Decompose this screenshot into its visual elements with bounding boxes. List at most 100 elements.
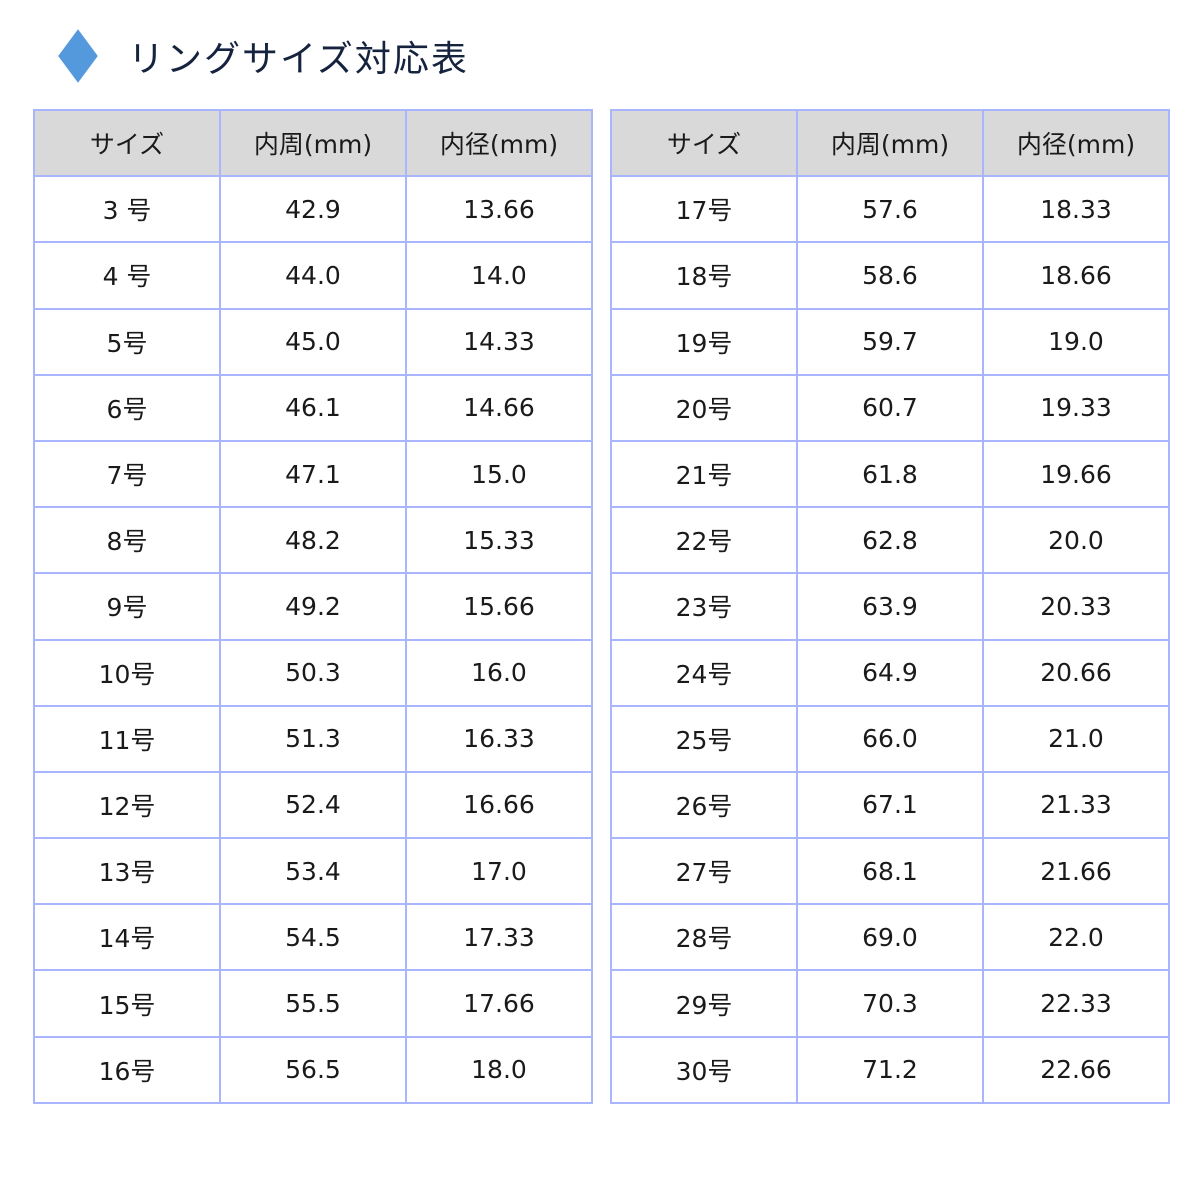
table-row: 10号 50.3 16.0	[33, 638, 593, 707]
table-row: 26号 67.1 21.33	[610, 770, 1170, 840]
size-cell: 24号	[610, 638, 798, 707]
diameter-cell: 16.0	[405, 638, 593, 707]
diameter-cell: 17.0	[405, 837, 593, 906]
circumference-cell: 60.7	[796, 373, 984, 442]
table-row: 22号 62.8 20.0	[610, 506, 1170, 575]
circumference-cell: 64.9	[796, 638, 984, 707]
diameter-cell: 16.33	[405, 704, 593, 773]
table-row: 23号 63.9 20.33	[610, 572, 1170, 641]
size-cell: 6号	[33, 373, 221, 442]
table-row: 3 号 42.9 13.66	[33, 175, 593, 244]
column-header: 内径(mm)	[405, 108, 593, 178]
table-row: 5号 45.0 14.33	[33, 307, 593, 376]
circumference-cell: 47.1	[219, 439, 407, 509]
diameter-cell: 17.66	[405, 969, 593, 1038]
table-row: 17号 57.6 18.33	[610, 175, 1170, 244]
size-cell: 12号	[33, 770, 221, 840]
diameter-cell: 17.33	[405, 903, 593, 972]
circumference-cell: 58.6	[796, 241, 984, 310]
size-cell: 29号	[610, 969, 798, 1038]
diameter-cell: 19.66	[982, 439, 1170, 509]
circumference-cell: 61.8	[796, 439, 984, 509]
diameter-cell: 14.66	[405, 373, 593, 442]
diameter-cell: 20.33	[982, 572, 1170, 641]
size-cell: 26号	[610, 770, 798, 840]
column-header: 内周(mm)	[219, 108, 407, 178]
table-row: 27号 68.1 21.66	[610, 837, 1170, 906]
diameter-cell: 21.33	[982, 770, 1170, 840]
diameter-cell: 22.33	[982, 969, 1170, 1038]
diameter-cell: 14.33	[405, 307, 593, 376]
ring-size-table-left: サイズ 内周(mm) 内径(mm) 3 号 42.9 13.66 4 号 44.0 14.0 5号…	[33, 108, 593, 1104]
circumference-cell: 67.1	[796, 770, 984, 840]
diameter-cell: 21.66	[982, 837, 1170, 906]
circumference-cell: 56.5	[219, 1035, 407, 1104]
table-row: 21号 61.8 19.66	[610, 439, 1170, 509]
size-cell: 23号	[610, 572, 798, 641]
diameter-cell: 15.66	[405, 572, 593, 641]
size-cell: 19号	[610, 307, 798, 376]
diameter-cell: 20.0	[982, 506, 1170, 575]
table-row: 20号 60.7 19.33	[610, 373, 1170, 442]
diameter-cell: 18.0	[405, 1035, 593, 1104]
circumference-cell: 66.0	[796, 704, 984, 773]
size-cell: 9号	[33, 572, 221, 641]
table-row: 8号 48.2 15.33	[33, 506, 593, 575]
diameter-cell: 19.33	[982, 373, 1170, 442]
size-cell: 22号	[610, 506, 798, 575]
diameter-cell: 22.66	[982, 1035, 1170, 1104]
size-cell: 17号	[610, 175, 798, 244]
circumference-cell: 42.9	[219, 175, 407, 244]
table-row: 24号 64.9 20.66	[610, 638, 1170, 707]
column-header: 内周(mm)	[796, 108, 984, 178]
table-row: 15号 55.5 17.66	[33, 969, 593, 1038]
size-cell: 8号	[33, 506, 221, 575]
header-row: サイズ 内周(mm) 内径(mm)	[610, 108, 1170, 178]
table-row: 30号 71.2 22.66	[610, 1035, 1170, 1104]
size-cell: 15号	[33, 969, 221, 1038]
diameter-cell: 15.33	[405, 506, 593, 575]
size-cell: 11号	[33, 704, 221, 773]
diameter-cell: 13.66	[405, 175, 593, 244]
page-heading: リングサイズ対応表	[58, 28, 469, 84]
table-row: 28号 69.0 22.0	[610, 903, 1170, 972]
table-row: 19号 59.7 19.0	[610, 307, 1170, 376]
circumference-cell: 68.1	[796, 837, 984, 906]
circumference-cell: 70.3	[796, 969, 984, 1038]
circumference-cell: 48.2	[219, 506, 407, 575]
diameter-cell: 16.66	[405, 770, 593, 840]
circumference-cell: 49.2	[219, 572, 407, 641]
ring-size-table-right: サイズ 内周(mm) 内径(mm) 17号 57.6 18.33 18号 58.6 18.66 1…	[610, 108, 1170, 1104]
circumference-cell: 59.7	[796, 307, 984, 376]
size-cell: 30号	[610, 1035, 798, 1104]
page-title: リングサイズ対応表	[128, 39, 469, 80]
size-cell: 13号	[33, 837, 221, 906]
table-row: 7号 47.1 15.0	[33, 439, 593, 509]
diameter-cell: 19.0	[982, 307, 1170, 376]
diamond-icon	[58, 29, 98, 83]
size-cell: 4 号	[33, 241, 221, 310]
size-cell: 18号	[610, 241, 798, 310]
circumference-cell: 54.5	[219, 903, 407, 972]
diameter-cell: 18.33	[982, 175, 1170, 244]
diameter-cell: 20.66	[982, 638, 1170, 707]
circumference-cell: 46.1	[219, 373, 407, 442]
size-cell: 7号	[33, 439, 221, 509]
size-cell: 16号	[33, 1035, 221, 1104]
size-cell: 27号	[610, 837, 798, 906]
table-row: 9号 49.2 15.66	[33, 572, 593, 641]
circumference-cell: 53.4	[219, 837, 407, 906]
diameter-cell: 18.66	[982, 241, 1170, 310]
circumference-cell: 55.5	[219, 969, 407, 1038]
column-header: 内径(mm)	[982, 108, 1170, 178]
size-cell: 20号	[610, 373, 798, 442]
table-row: 13号 53.4 17.0	[33, 837, 593, 906]
table-row: 25号 66.0 21.0	[610, 704, 1170, 773]
table-row: 4 号 44.0 14.0	[33, 241, 593, 310]
circumference-cell: 62.8	[796, 506, 984, 575]
size-cell: 5号	[33, 307, 221, 376]
table-row: 18号 58.6 18.66	[610, 241, 1170, 310]
diameter-cell: 21.0	[982, 704, 1170, 773]
table-row: 29号 70.3 22.33	[610, 969, 1170, 1038]
size-cell: 25号	[610, 704, 798, 773]
